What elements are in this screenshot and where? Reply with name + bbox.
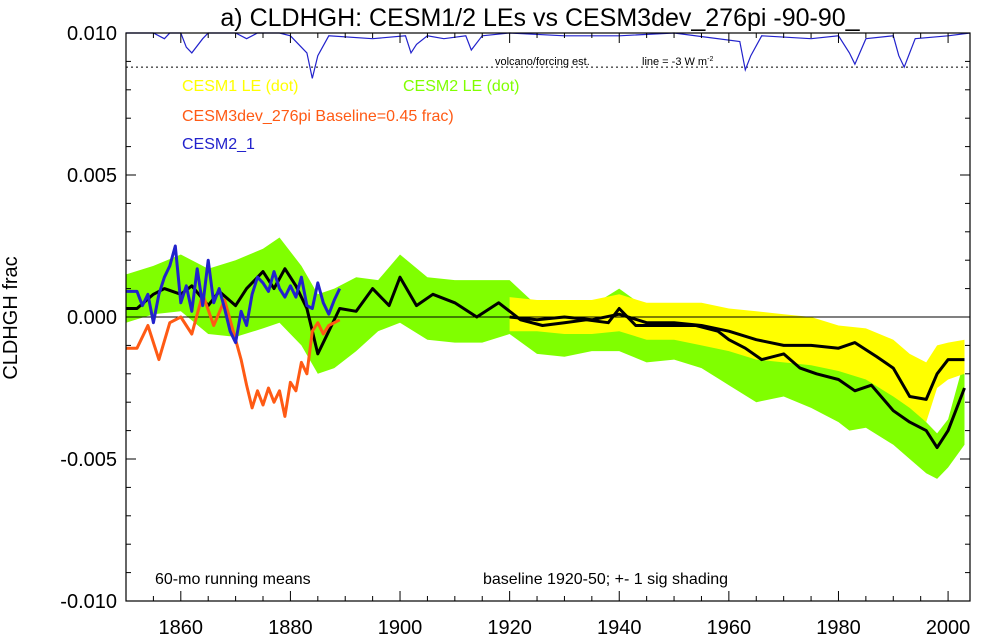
legend-cesm1-le: CESM1 LE (dot) [182,78,298,95]
x-tick-label: 1960 [707,617,752,639]
y-tick-label: -0.005 [60,449,117,471]
baseline-note: baseline 1920-50; +- 1 sig shading [483,571,728,588]
x-tick-label: 1860 [159,617,204,639]
volcano-line-superscript: -2 [707,56,713,63]
cesm1-le-band [509,294,965,423]
running-means-note: 60-mo running means [155,571,311,588]
x-tick-label: 1880 [268,617,313,639]
shaded-bands [126,237,965,479]
legend: CESM1 LE (dot) CESM2 LE (dot) CESM3dev_2… [182,78,519,153]
chart-title: a) CLDHGH: CESM1/2 LEs vs CESM3dev_276pi… [220,4,860,32]
volcano-line-text: line = -3 W m [642,56,707,68]
x-tick-label: 1920 [487,617,532,639]
x-tick-label: 1940 [597,617,642,639]
y-tick-label: 0.010 [67,23,117,45]
volcano-forcing-line [126,32,971,79]
volcano-line-annotation: line = -3 W m-2 [642,56,713,68]
cesm1-le-mean-line [509,312,965,401]
y-axis-label: CLDHGH frac [0,256,22,379]
legend-cesm2-le: CESM2 LE (dot) [403,78,519,95]
y-tick-label: -0.010 [60,591,117,613]
cesm2-le-mean-line [126,267,966,450]
legend-cesm2-1: CESM2_1 [182,136,255,153]
volcano-annotation: volcano/forcing est. [495,56,590,68]
x-tick-label: 1900 [378,617,423,639]
y-tick-label: 0.005 [67,165,117,187]
series-lines [126,32,971,450]
legend-cesm3dev: CESM3dev_276pi Baseline=0.45 frac) [182,108,454,125]
axis-ticks: 1860 1880 1900 1920 1940 1960 1980 2000 0.010 0.0… [60,23,970,639]
x-tick-label: 1980 [816,617,861,639]
cesm2-1-line [126,244,342,345]
x-tick-label: 2000 [926,617,971,639]
cesm3dev-line [126,292,341,418]
plot-area: 1860 1880 1900 1920 1940 1960 1980 2000 0.010 0.0… [60,23,971,639]
y-tick-label: 0.000 [67,307,117,329]
